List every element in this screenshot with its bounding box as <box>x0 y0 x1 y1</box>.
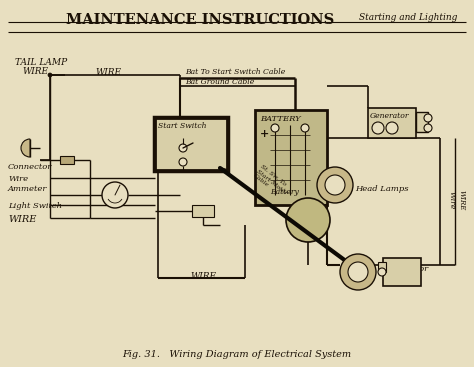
Circle shape <box>301 124 309 132</box>
Text: Battery: Battery <box>270 188 299 196</box>
Circle shape <box>271 124 279 132</box>
Text: Wire: Wire <box>8 175 28 183</box>
Text: Fig. 31.   Wiring Diagram of Electrical System: Fig. 31. Wiring Diagram of Electrical Sy… <box>122 350 352 359</box>
Text: WIRE: WIRE <box>190 272 216 281</box>
Text: Wire: Wire <box>448 191 456 209</box>
Circle shape <box>348 262 368 282</box>
Circle shape <box>372 122 384 134</box>
Bar <box>60 156 74 164</box>
Text: Fuse: Fuse <box>194 207 211 215</box>
Circle shape <box>179 158 187 166</box>
Text: Start Motor: Start Motor <box>378 265 428 273</box>
Text: Starting and Lighting: Starting and Lighting <box>359 13 457 22</box>
Text: Bat Ground Cable: Bat Ground Cable <box>185 78 254 86</box>
Circle shape <box>386 122 398 134</box>
Circle shape <box>317 167 353 203</box>
Text: BATTERY: BATTERY <box>260 115 301 123</box>
Circle shape <box>378 268 386 276</box>
Text: Ammeter: Ammeter <box>8 185 47 193</box>
Text: Head Lamps: Head Lamps <box>355 185 409 193</box>
Bar <box>155 118 227 170</box>
Circle shape <box>48 73 52 77</box>
Circle shape <box>424 124 432 132</box>
Bar <box>368 108 416 138</box>
Text: Light Switch: Light Switch <box>8 202 62 210</box>
Text: WIRE: WIRE <box>95 68 121 77</box>
Text: St. Sw. To
Start Motor
Cable: St. Sw. To Start Motor Cable <box>252 164 292 200</box>
Bar <box>383 258 421 286</box>
Circle shape <box>286 198 330 242</box>
Circle shape <box>102 182 128 208</box>
Bar <box>255 110 327 205</box>
Text: WIRE: WIRE <box>8 215 36 224</box>
Text: +: + <box>260 128 269 139</box>
Circle shape <box>325 175 345 195</box>
Text: MAINTENANCE INSTRUCTIONS: MAINTENANCE INSTRUCTIONS <box>66 13 334 27</box>
Text: Generator: Generator <box>370 112 410 120</box>
Text: TAIL LAMP: TAIL LAMP <box>15 58 67 67</box>
Circle shape <box>424 114 432 122</box>
Text: WIRE: WIRE <box>458 190 466 210</box>
Text: Connector: Connector <box>8 163 52 171</box>
Bar <box>154 117 228 171</box>
Circle shape <box>340 254 376 290</box>
Text: WIRE: WIRE <box>22 67 48 76</box>
Text: Start Switch: Start Switch <box>158 122 207 130</box>
Circle shape <box>179 144 187 152</box>
Bar <box>378 262 386 272</box>
Text: Bat To Start Switch Cable: Bat To Start Switch Cable <box>185 68 285 76</box>
Bar <box>192 205 214 217</box>
Wedge shape <box>21 139 30 157</box>
Bar <box>416 112 428 132</box>
